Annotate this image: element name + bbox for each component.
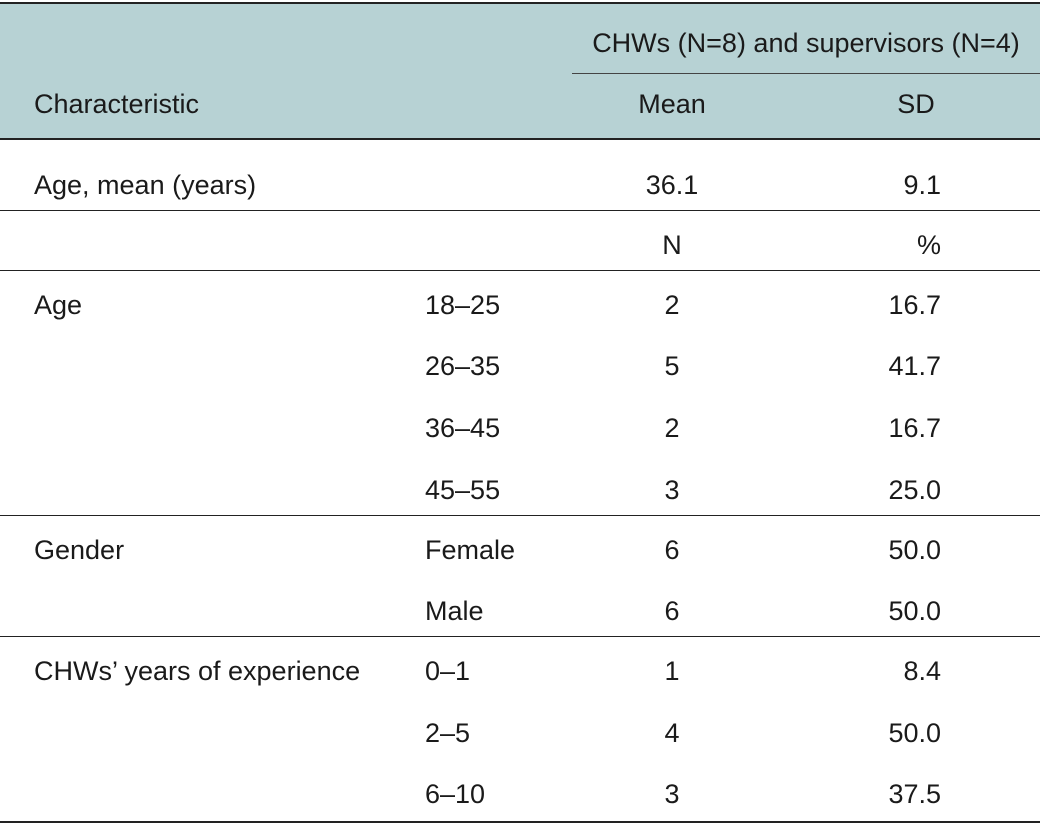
category-cell: 0–1 xyxy=(425,656,471,686)
category-cell: Male xyxy=(425,596,484,626)
pct-cell: 16.7 xyxy=(888,290,941,320)
mean-header: Mean xyxy=(638,89,706,119)
category-cell: 26–35 xyxy=(425,351,501,381)
pct-cell: 50.0 xyxy=(888,718,941,748)
category-cell: 6–10 xyxy=(425,779,486,809)
n-subheader: N xyxy=(662,230,682,260)
pct-cell: 41.7 xyxy=(888,351,941,381)
table-header-background xyxy=(0,3,1040,139)
n-cell: 1 xyxy=(664,656,680,686)
category-cell: 2–5 xyxy=(425,718,471,748)
category-cell: 45–55 xyxy=(425,475,501,505)
row-rule xyxy=(0,210,1040,211)
group-header-label: CHWs (N=8) and supervisors (N=4) xyxy=(592,28,1020,58)
pct-cell: 37.5 xyxy=(888,779,941,809)
top-rule xyxy=(0,2,1040,4)
age-mean-value: 36.1 xyxy=(645,170,699,200)
pct-cell: 8.4 xyxy=(903,656,941,686)
category-cell: Female xyxy=(425,535,516,565)
group-header-rule xyxy=(572,73,1040,74)
pct-cell: 16.7 xyxy=(888,413,941,443)
group-label-experience: CHWs’ years of experience xyxy=(34,656,361,686)
n-cell: 5 xyxy=(664,351,680,381)
characteristic-header: Characteristic xyxy=(34,89,200,119)
age-mean-label: Age, mean (years) xyxy=(34,170,257,200)
n-cell: 6 xyxy=(664,596,680,626)
n-cell: 3 xyxy=(664,779,680,809)
row-rule xyxy=(0,270,1040,271)
age-sd-value: 9.1 xyxy=(903,170,941,200)
n-cell: 2 xyxy=(664,290,680,320)
n-cell: 4 xyxy=(664,718,680,748)
bottom-rule xyxy=(0,821,1040,823)
pct-cell: 50.0 xyxy=(888,596,941,626)
sd-header: SD xyxy=(897,89,935,119)
n-cell: 2 xyxy=(664,413,680,443)
header-bottom-rule xyxy=(0,138,1040,140)
pct-cell: 25.0 xyxy=(888,475,941,505)
n-cell: 3 xyxy=(664,475,680,505)
pct-subheader: % xyxy=(916,230,941,260)
category-cell: 18–25 xyxy=(425,290,501,320)
pct-cell: 50.0 xyxy=(888,535,941,565)
row-rule xyxy=(0,636,1040,637)
category-cell: 36–45 xyxy=(425,413,501,443)
group-label-age: Age xyxy=(34,290,83,320)
group-label-gender: Gender xyxy=(34,535,125,565)
row-rule xyxy=(0,515,1040,516)
n-cell: 6 xyxy=(664,535,680,565)
